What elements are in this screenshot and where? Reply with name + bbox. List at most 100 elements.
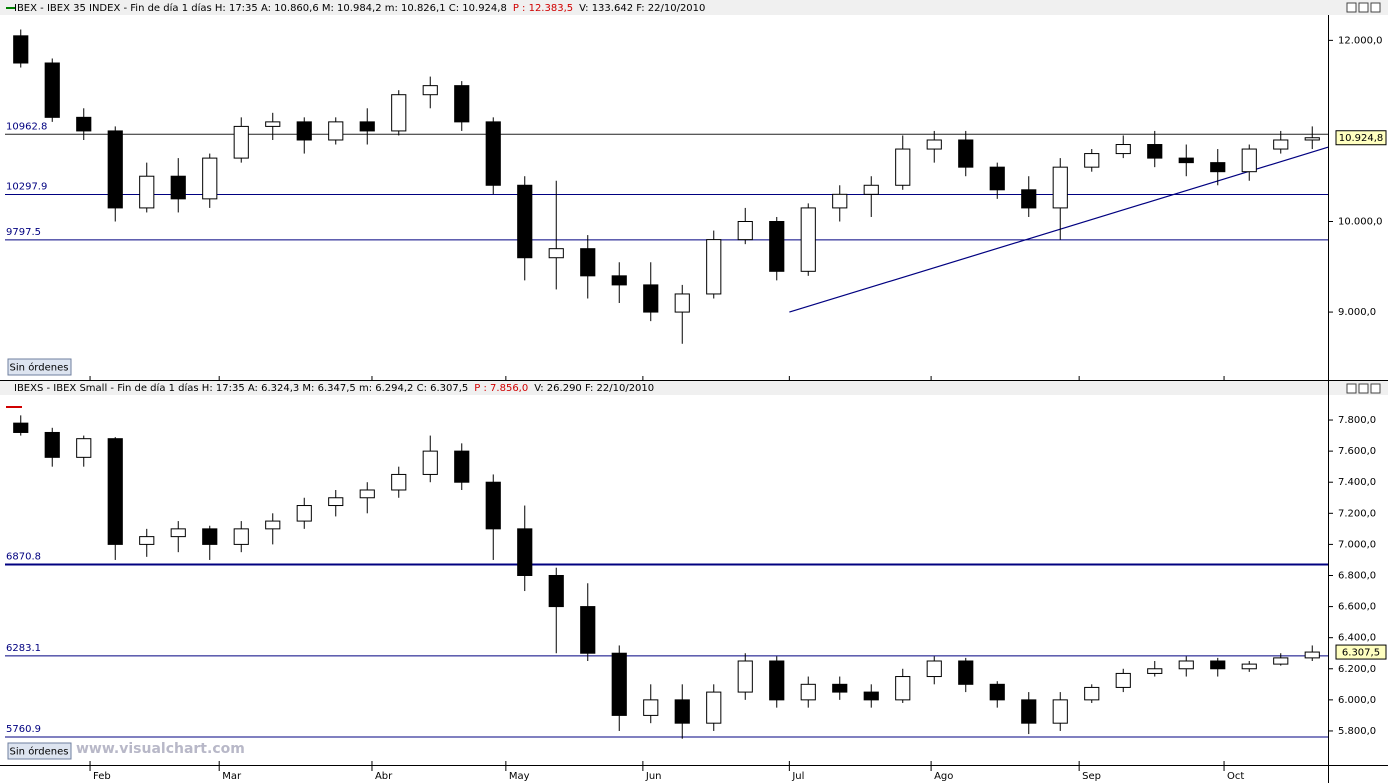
candle-body xyxy=(517,528,533,576)
y-tick-label: 6.200,0 xyxy=(1338,664,1376,675)
y-tick-label: 10.000,0 xyxy=(1338,217,1383,228)
candle-body xyxy=(139,175,155,209)
header-part: IBEX - IBEX 35 INDEX - Fin de día 1 días… xyxy=(14,2,507,14)
level-label: 5760.9 xyxy=(6,724,41,735)
level-label: 6283.1 xyxy=(6,643,41,654)
candle-body xyxy=(359,121,375,132)
last-price-label: 6.307,5 xyxy=(1342,648,1380,659)
candle-body xyxy=(706,691,722,724)
x-tick-label: Abr xyxy=(375,771,393,782)
candle-body xyxy=(611,652,627,716)
candle-body xyxy=(832,683,848,693)
y-tick-label: 7.600,0 xyxy=(1338,446,1376,457)
minimize[interactable] xyxy=(1346,383,1357,394)
x-tick-label: Jun xyxy=(645,771,662,782)
level-label: 9797.5 xyxy=(6,227,41,238)
close[interactable] xyxy=(1370,383,1381,394)
orders-button[interactable] xyxy=(7,742,72,760)
candle-body xyxy=(643,284,659,313)
orders-button[interactable] xyxy=(7,358,72,376)
candle-body xyxy=(391,94,407,132)
candle-body xyxy=(454,450,470,483)
candle-body xyxy=(580,606,596,654)
candle-body xyxy=(1021,699,1037,724)
header-part: IBEXS - IBEX Small - Fin de día 1 días H… xyxy=(14,382,468,394)
y-tick-label: 12.000,0 xyxy=(1338,35,1383,46)
candle-body xyxy=(170,528,186,538)
trendline xyxy=(789,146,1329,313)
y-tick-label: 7.200,0 xyxy=(1338,508,1376,519)
candle-body xyxy=(1210,162,1226,173)
candle-body xyxy=(391,473,407,491)
y-tick-label: 6.800,0 xyxy=(1338,570,1376,581)
y-tick-label: 6.400,0 xyxy=(1338,633,1376,644)
candle-body xyxy=(202,528,218,545)
candle-body xyxy=(548,248,564,259)
x-tick-label: May xyxy=(509,771,530,782)
header-bar xyxy=(0,0,1388,15)
candle-body xyxy=(76,438,92,458)
candle-body xyxy=(13,35,29,64)
candle-body xyxy=(233,528,249,545)
orders-button-label[interactable]: Sin órdenes xyxy=(10,362,69,374)
candle-body xyxy=(1021,189,1037,209)
candle-body xyxy=(674,293,690,313)
candle-body xyxy=(296,121,312,141)
candle-body xyxy=(1273,657,1289,665)
candle-body xyxy=(233,125,249,159)
maximize[interactable] xyxy=(1358,2,1369,13)
header-part: P : 12.383,5 xyxy=(513,3,573,14)
x-tick-label: Sep xyxy=(1082,771,1101,782)
candle-body xyxy=(832,193,848,209)
candle-body xyxy=(769,660,785,701)
candle-body xyxy=(1210,660,1226,670)
candle-body xyxy=(769,221,785,272)
header-bar xyxy=(0,381,1388,395)
candle-body xyxy=(422,450,438,475)
candle-body xyxy=(76,116,92,132)
candle-body xyxy=(580,248,596,277)
candle-body xyxy=(1052,166,1068,209)
candle-body xyxy=(328,497,344,507)
last-price-label: 10.924,8 xyxy=(1339,133,1384,144)
candle-body xyxy=(863,184,879,195)
minimize[interactable] xyxy=(1346,2,1357,13)
candle-body xyxy=(1304,137,1320,141)
candle-body xyxy=(1178,660,1194,670)
watermark: www.visualchart.com xyxy=(76,741,245,757)
candle-body xyxy=(1241,663,1257,670)
candle-body xyxy=(454,85,470,123)
y-tick-label: 6.600,0 xyxy=(1338,602,1376,613)
candle-body xyxy=(517,184,533,259)
candle-body xyxy=(611,275,627,286)
level-label: 10297.9 xyxy=(6,182,47,193)
candle-body xyxy=(958,139,974,168)
y-tick-label: 9.000,0 xyxy=(1338,307,1376,318)
candle-body xyxy=(1178,157,1194,164)
candle-body xyxy=(1115,672,1131,688)
candle-body xyxy=(485,121,501,186)
candle-body xyxy=(485,481,501,530)
panel-header: IBEX - IBEX 35 INDEX - Fin de día 1 días… xyxy=(14,2,705,14)
candle-body xyxy=(895,676,911,701)
candle-body xyxy=(1084,153,1100,168)
candle-body xyxy=(44,62,60,118)
orders-button-label[interactable]: Sin órdenes xyxy=(10,746,69,758)
candle-body xyxy=(422,85,438,96)
candle-body xyxy=(958,660,974,685)
close[interactable] xyxy=(1370,2,1381,13)
candle-body xyxy=(107,438,123,545)
candle-body xyxy=(296,505,312,522)
x-tick-label: Feb xyxy=(93,771,111,782)
candle-body xyxy=(737,660,753,693)
window-buttons[interactable] xyxy=(1346,2,1381,394)
candle-body xyxy=(359,489,375,499)
candle-body xyxy=(44,431,60,458)
candle-body xyxy=(800,207,816,272)
last-price-box xyxy=(1335,130,1387,146)
y-tick-label: 7.800,0 xyxy=(1338,415,1376,426)
maximize[interactable] xyxy=(1358,383,1369,394)
candle-body xyxy=(706,239,722,295)
y-tick-label: 6.000,0 xyxy=(1338,695,1376,706)
